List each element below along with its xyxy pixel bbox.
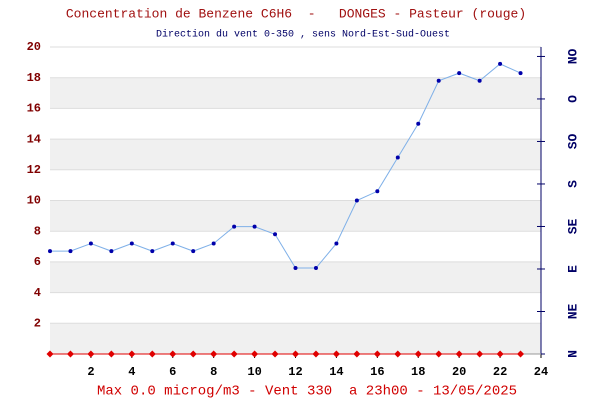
y-tick-label: 20 <box>27 40 41 54</box>
point <box>293 266 298 271</box>
series-line <box>50 63 521 269</box>
x-tick-label: 12 <box>288 365 302 379</box>
point <box>353 350 361 358</box>
point <box>88 241 93 246</box>
point <box>477 78 482 83</box>
x-tick-label: 24 <box>534 365 548 379</box>
point <box>68 249 73 254</box>
y-tick-label: 8 <box>34 224 41 238</box>
y-tick-label: 4 <box>34 286 41 300</box>
point <box>435 350 443 358</box>
point <box>128 350 136 358</box>
point <box>107 350 115 358</box>
point <box>455 350 463 358</box>
point <box>518 71 523 76</box>
y2-tick-label: N <box>565 350 580 358</box>
grid-band <box>50 323 541 354</box>
y-tick-label: 10 <box>27 194 41 208</box>
point <box>48 249 52 254</box>
point <box>66 350 74 358</box>
x-tick-label: 18 <box>411 365 425 379</box>
x-tick-label: 16 <box>370 365 384 379</box>
point <box>416 121 421 126</box>
chart-title: Concentration de Benzene C6H6 - DONGES -… <box>66 6 526 21</box>
point <box>498 61 503 66</box>
point <box>292 350 299 358</box>
y2-tick-label: S <box>565 180 580 188</box>
y-tick-label: 12 <box>27 163 41 177</box>
chart-subtitle: Direction du vent 0-350 , sens Nord-Est-… <box>156 29 450 41</box>
point <box>496 350 504 358</box>
point <box>129 241 134 246</box>
y-tick-label: 18 <box>27 71 41 85</box>
point <box>375 189 380 194</box>
point <box>354 198 359 203</box>
x-tick-label: 8 <box>210 365 217 379</box>
point <box>394 350 402 358</box>
y-tick-label: 16 <box>27 102 41 116</box>
y-tick-label: 6 <box>34 255 41 269</box>
point <box>271 350 279 358</box>
point <box>189 350 197 358</box>
y2-tick-label: NO <box>565 48 580 64</box>
point <box>457 71 462 76</box>
point <box>211 241 216 246</box>
point <box>230 350 238 358</box>
x-tick-label: 22 <box>493 365 507 379</box>
point <box>109 249 114 254</box>
y-tick-label: 2 <box>34 316 41 330</box>
x-tick-label: 4 <box>128 365 135 379</box>
point <box>148 350 156 358</box>
x-tick-label: 10 <box>247 365 261 379</box>
y2-tick-label: E <box>565 265 580 273</box>
y2-tick-label: SO <box>565 133 580 149</box>
point <box>46 350 54 358</box>
point <box>373 350 381 358</box>
y2-tick-label: O <box>565 95 580 103</box>
point <box>87 350 95 358</box>
point <box>273 232 278 237</box>
y2-tick-label: NE <box>565 303 580 319</box>
grid-band <box>50 200 541 232</box>
grid-band <box>50 77 541 109</box>
point <box>332 350 340 358</box>
point <box>210 350 218 358</box>
y-tick-label: 14 <box>27 132 41 146</box>
point <box>395 155 400 160</box>
x-tick-label: 14 <box>329 365 343 379</box>
point <box>517 350 525 358</box>
point <box>169 350 177 358</box>
point <box>334 241 339 246</box>
point <box>170 241 175 246</box>
point <box>150 249 155 254</box>
grid-band <box>50 139 541 170</box>
point <box>252 224 257 229</box>
point <box>312 350 320 358</box>
x-tick-label: 2 <box>87 365 94 379</box>
point <box>232 224 237 229</box>
point <box>251 350 259 358</box>
chart-footer: Max 0.0 microg/m3 - Vent 330 a 23h00 - 1… <box>97 384 517 400</box>
y2-tick-label: SE <box>565 218 580 234</box>
x-tick-label: 6 <box>169 365 176 379</box>
point <box>414 350 422 358</box>
point <box>476 350 484 358</box>
point <box>191 249 196 254</box>
x-tick-label: 20 <box>452 365 466 379</box>
point <box>313 266 318 271</box>
point <box>436 78 441 83</box>
